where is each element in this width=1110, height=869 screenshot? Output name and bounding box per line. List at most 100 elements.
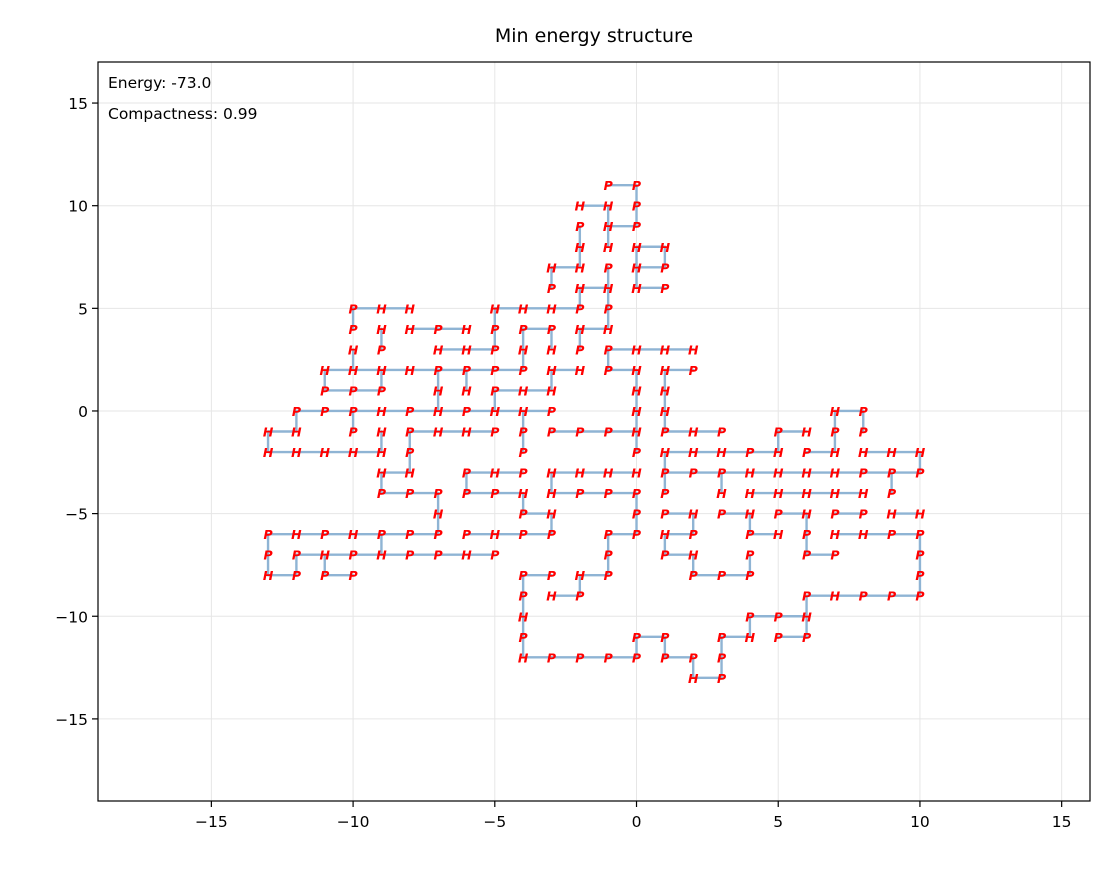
residue-p-label: P bbox=[547, 281, 556, 296]
residue-p-label: P bbox=[915, 568, 924, 583]
residue-p-label: P bbox=[547, 404, 556, 419]
x-tick-label: 5 bbox=[773, 813, 783, 831]
residue-p-label: P bbox=[745, 548, 754, 563]
residue-h-label: H bbox=[886, 445, 897, 460]
residue-p-label: P bbox=[689, 650, 698, 665]
residue-p-label: P bbox=[859, 466, 868, 481]
residue-h-label: H bbox=[688, 507, 699, 522]
residue-p-label: P bbox=[348, 404, 357, 419]
residue-p-label: P bbox=[915, 589, 924, 604]
residue-h-label: H bbox=[716, 486, 727, 501]
residue-h-label: H bbox=[575, 199, 586, 214]
residue-p-label: P bbox=[717, 630, 726, 645]
residue-p-label: P bbox=[604, 425, 613, 440]
residue-h-label: H bbox=[461, 342, 472, 357]
residue-p-label: P bbox=[632, 507, 641, 522]
residue-p-label: P bbox=[575, 589, 584, 604]
residue-h-label: H bbox=[518, 342, 529, 357]
residue-p-label: P bbox=[405, 527, 414, 542]
residue-p-label: P bbox=[547, 527, 556, 542]
residue-h-label: H bbox=[461, 322, 472, 337]
residue-p-label: P bbox=[660, 507, 669, 522]
residue-h-label: H bbox=[518, 383, 529, 398]
residue-p-label: P bbox=[575, 219, 584, 234]
residue-h-label: H bbox=[376, 301, 387, 316]
residue-p-label: P bbox=[405, 425, 414, 440]
residue-p-label: P bbox=[859, 425, 868, 440]
y-tick-label: −15 bbox=[55, 711, 88, 729]
residue-p-label: P bbox=[802, 445, 811, 460]
residue-p-label: P bbox=[519, 507, 528, 522]
residue-p-label: P bbox=[377, 527, 386, 542]
residue-h-label: H bbox=[263, 445, 274, 460]
residue-p-label: P bbox=[632, 199, 641, 214]
residue-p-label: P bbox=[660, 650, 669, 665]
residue-p-label: P bbox=[774, 630, 783, 645]
residue-h-label: H bbox=[575, 466, 586, 481]
residue-h-label: H bbox=[688, 425, 699, 440]
residue-h-label: H bbox=[291, 425, 302, 440]
residue-h-label: H bbox=[575, 240, 586, 255]
residue-p-label: P bbox=[660, 486, 669, 501]
residue-h-label: H bbox=[461, 425, 472, 440]
residue-p-label: P bbox=[745, 445, 754, 460]
residue-p-label: P bbox=[292, 404, 301, 419]
residue-p-label: P bbox=[348, 383, 357, 398]
residue-h-label: H bbox=[433, 507, 444, 522]
residue-p-label: P bbox=[717, 671, 726, 686]
x-tick-label: 10 bbox=[910, 813, 930, 831]
residue-p-label: P bbox=[604, 260, 613, 275]
residue-h-label: H bbox=[830, 445, 841, 460]
residue-h-label: H bbox=[263, 568, 274, 583]
residue-h-label: H bbox=[603, 240, 614, 255]
residue-h-label: H bbox=[518, 486, 529, 501]
y-tick-label: 10 bbox=[68, 198, 88, 216]
residue-h-label: H bbox=[660, 404, 671, 419]
residue-p-label: P bbox=[490, 342, 499, 357]
residue-p-label: P bbox=[745, 609, 754, 624]
residue-h-label: H bbox=[461, 548, 472, 563]
residue-p-label: P bbox=[717, 568, 726, 583]
residue-h-label: H bbox=[433, 425, 444, 440]
residue-h-label: H bbox=[660, 342, 671, 357]
residue-h-label: H bbox=[745, 486, 756, 501]
residue-p-label: P bbox=[405, 486, 414, 501]
residue-h-label: H bbox=[688, 671, 699, 686]
x-tick-label: 15 bbox=[1052, 813, 1072, 831]
residue-h-label: H bbox=[546, 363, 557, 378]
residue-p-label: P bbox=[462, 363, 471, 378]
residue-p-label: P bbox=[915, 527, 924, 542]
residue-p-label: P bbox=[575, 342, 584, 357]
residue-p-label: P bbox=[405, 445, 414, 460]
residue-p-label: P bbox=[604, 548, 613, 563]
residue-p-label: P bbox=[462, 486, 471, 501]
residue-p-label: P bbox=[689, 568, 698, 583]
residue-h-label: H bbox=[631, 466, 642, 481]
residue-p-label: P bbox=[434, 527, 443, 542]
residue-p-label: P bbox=[490, 425, 499, 440]
plot-frame bbox=[97, 61, 1091, 802]
residue-h-label: H bbox=[348, 342, 359, 357]
residue-p-label: P bbox=[377, 486, 386, 501]
residue-p-label: P bbox=[320, 568, 329, 583]
residue-p-label: P bbox=[462, 466, 471, 481]
residue-h-label: H bbox=[858, 486, 869, 501]
residue-h-label: H bbox=[376, 466, 387, 481]
residue-p-label: P bbox=[689, 527, 698, 542]
residue-p-label: P bbox=[774, 425, 783, 440]
residue-h-label: H bbox=[376, 322, 387, 337]
residue-labels: P PH H PP H PH H H HH H P H PP H H H PP H H H H H P PP H H P H P P P H H… bbox=[263, 178, 926, 686]
residue-p-label: P bbox=[887, 466, 896, 481]
residue-p-label: P bbox=[434, 322, 443, 337]
residue-p-label: P bbox=[604, 527, 613, 542]
residue-p-label: P bbox=[859, 404, 868, 419]
residue-h-label: H bbox=[830, 486, 841, 501]
residue-h-label: H bbox=[660, 527, 671, 542]
residue-h-label: H bbox=[801, 609, 812, 624]
residue-p-label: P bbox=[519, 322, 528, 337]
residue-p-label: P bbox=[717, 425, 726, 440]
residue-h-label: H bbox=[660, 363, 671, 378]
residue-h-label: H bbox=[405, 322, 416, 337]
residue-p-label: P bbox=[802, 527, 811, 542]
